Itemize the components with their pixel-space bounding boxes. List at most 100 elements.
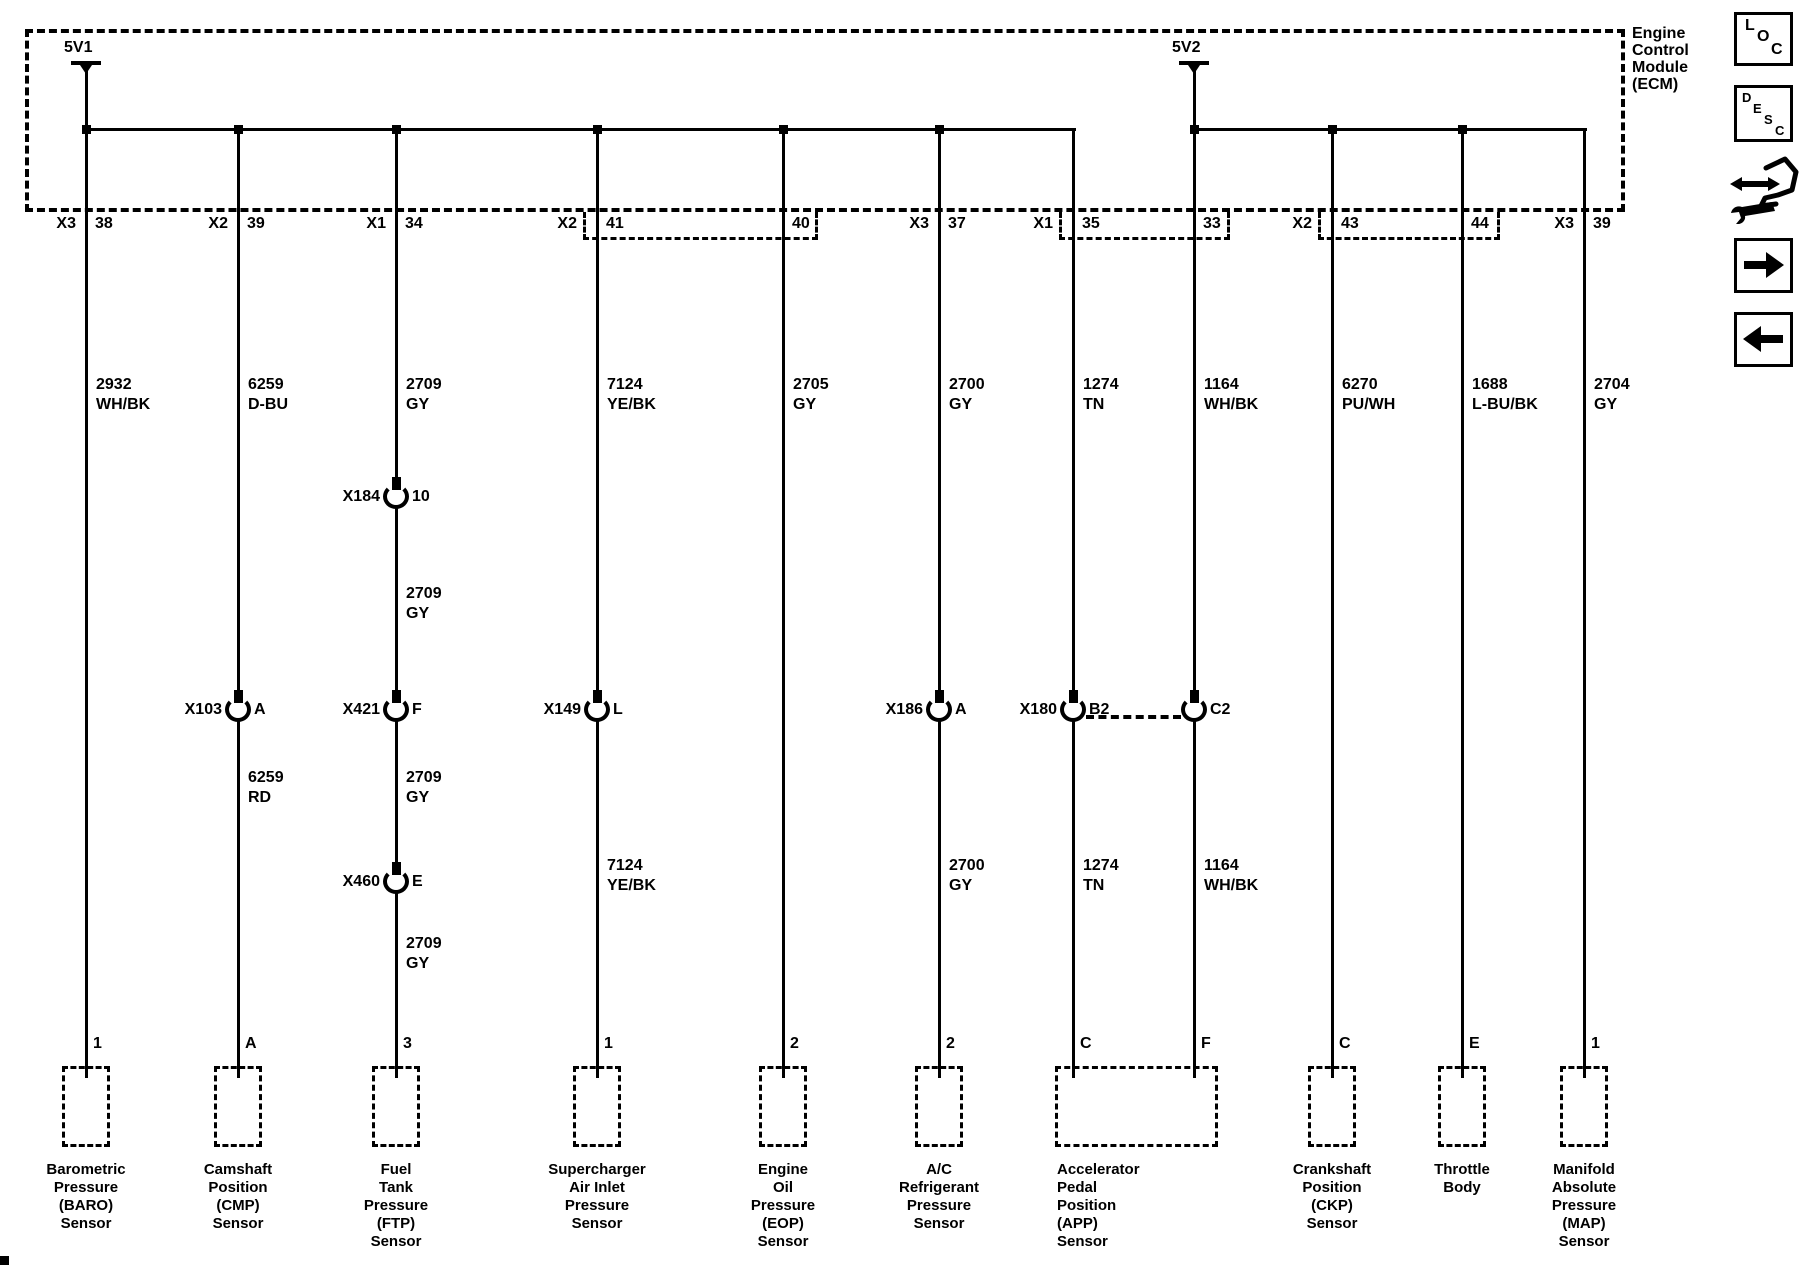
loc-button[interactable]: L O C — [1734, 12, 1793, 66]
sensor-name-line: Engine — [757, 1161, 808, 1178]
inline-connector-terminal — [391, 477, 401, 490]
ecm-label-line: Engine — [1632, 25, 1686, 42]
inline-connector-terminal — [391, 862, 401, 875]
rail-5v1-tap-icon — [80, 65, 92, 74]
sensor-name-line: (EOP) — [762, 1215, 804, 1232]
wire-label-line: 2705 — [793, 376, 829, 393]
ecm-pin-number: 43 — [1341, 215, 1359, 232]
tools-icon[interactable] — [1728, 150, 1800, 225]
inline-connector-terminal — [934, 690, 944, 703]
wire-label-line: 6270 — [1342, 376, 1378, 393]
desc-letter: D — [1742, 90, 1752, 105]
inline-connector-terminal — [592, 690, 602, 703]
ecm-pin-connector-label: X2 — [208, 215, 228, 232]
sensor-name-line: Supercharger — [548, 1161, 646, 1178]
supply-bus — [86, 128, 1076, 131]
loc-letter: O — [1757, 28, 1770, 45]
sensor-pin: E — [1469, 1035, 1480, 1052]
wire-label-line: YE/BK — [607, 396, 656, 413]
sensor-name-line: Sensor — [1558, 1233, 1610, 1250]
corner-mark — [0, 1256, 9, 1265]
circuit-wire — [1582, 128, 1586, 1078]
wire-label-line: 2932 — [96, 376, 132, 393]
wire-label-line: YE/BK — [607, 877, 656, 894]
wire-label-line: 6259 — [248, 376, 284, 393]
ecm-pin-connector-label: X1 — [1033, 215, 1053, 232]
rail-5v2-label: 5V2 — [1172, 39, 1201, 56]
sensor-name-line: Pressure — [564, 1197, 630, 1214]
ecm-pin-number: 44 — [1471, 215, 1489, 232]
connector-name: X186 — [885, 701, 923, 718]
right-arrow-icon — [1744, 252, 1784, 278]
wire-label-line: GY — [406, 955, 430, 972]
wire-label-line: GY — [949, 877, 973, 894]
loc-letter: L — [1745, 17, 1755, 34]
wire-label-line: 1164 — [1204, 857, 1239, 874]
sensor-name-line: Position — [1057, 1197, 1117, 1214]
ecm-pin-connector-label: X1 — [366, 215, 386, 232]
sensor-pin: 1 — [93, 1035, 102, 1052]
sensor-name-line: Throttle — [1434, 1161, 1490, 1178]
desc-button[interactable]: D E S C — [1734, 85, 1793, 142]
sensor-box — [1308, 1066, 1356, 1147]
connector-name: X460 — [342, 873, 380, 890]
ecm-pin-connector-label: X3 — [56, 215, 76, 232]
sensor-box — [915, 1066, 963, 1147]
rail-5v1-bar — [71, 61, 101, 65]
connector-pin: F — [412, 701, 422, 718]
back-button[interactable] — [1734, 312, 1793, 367]
connector-pin: B2 — [1089, 701, 1110, 718]
wire-label-line: PU/WH — [1342, 396, 1396, 413]
wire-label-line: 1274 — [1083, 376, 1119, 393]
wire-label-line: 2709 — [406, 376, 442, 393]
circuit-wire — [937, 128, 941, 1078]
connector-name: X180 — [1019, 701, 1057, 718]
ecm-pin-connector-label: X3 — [909, 215, 929, 232]
wire-label-line: 2700 — [949, 376, 985, 393]
wire-label-line: TN — [1083, 396, 1105, 413]
forward-button[interactable] — [1734, 238, 1793, 293]
wire-label-line: WH/BK — [1204, 396, 1259, 413]
sensor-box — [1560, 1066, 1608, 1147]
sensor-name-line: Sensor — [60, 1215, 112, 1232]
ecm-pin-connector-label: X2 — [1292, 215, 1312, 232]
connector-pin: E — [412, 873, 423, 890]
inline-connector-terminal — [1189, 690, 1199, 703]
wire-label-line: 2709 — [406, 935, 442, 952]
sensor-name-line: Sensor — [571, 1215, 623, 1232]
sensor-pin: 1 — [604, 1035, 613, 1052]
left-arrow-icon — [1743, 326, 1783, 352]
sensor-name-line: (CKP) — [1311, 1197, 1353, 1214]
wire-label-line: 1164 — [1204, 376, 1239, 393]
sensor-box — [214, 1066, 262, 1147]
wire-label-line: GY — [793, 396, 817, 413]
wire-label-line: L-BU/BK — [1472, 396, 1538, 413]
sensor-name-line: (BARO) — [58, 1197, 114, 1214]
pin-group-box — [1059, 212, 1230, 240]
wire-label-line: GY — [949, 396, 973, 413]
sensor-name-line: Sensor — [370, 1233, 422, 1250]
circuit-wire — [1192, 128, 1196, 1078]
sensor-name-line: (MAP) — [1562, 1215, 1606, 1232]
sensor-pin: 2 — [790, 1035, 799, 1052]
wire-label-line: GY — [1594, 396, 1618, 413]
connector-pin: L — [613, 701, 623, 718]
sensor-name-line: Sensor — [212, 1215, 264, 1232]
wire-label-line: WH/BK — [96, 396, 151, 413]
inline-connector-terminal — [1068, 690, 1078, 703]
connector-link — [1086, 715, 1181, 719]
sensor-box — [1438, 1066, 1486, 1147]
wire-label-line: 2704 — [1594, 376, 1630, 393]
wire-label-line: 7124 — [607, 376, 643, 393]
ecm-pin-number: 37 — [948, 215, 966, 232]
sensor-name-line: (FTP) — [376, 1215, 416, 1232]
sensor-name-line: Crankshaft — [1292, 1161, 1372, 1178]
sensor-name-line: (APP) — [1057, 1215, 1098, 1232]
sensor-name-line: Barometric — [46, 1161, 126, 1178]
sensor-name-line: Position — [208, 1179, 268, 1196]
sensor-name-line: Sensor — [1306, 1215, 1358, 1232]
pin-group-box — [583, 212, 818, 240]
ecm-label: Engine Control Module (ECM) — [1632, 25, 1689, 93]
inline-connector-terminal — [391, 690, 401, 703]
